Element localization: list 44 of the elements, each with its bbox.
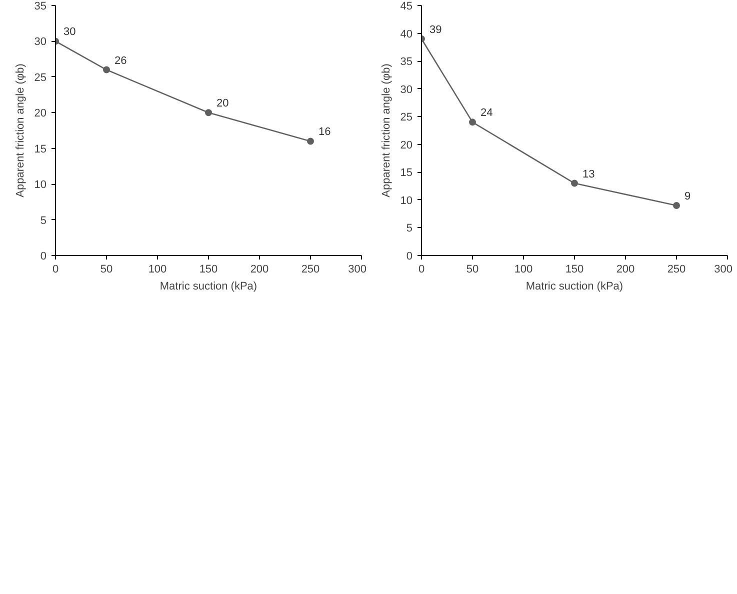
data-label: 13 xyxy=(582,168,595,180)
y-tick-label: 35 xyxy=(34,0,47,12)
x-tick-label: 150 xyxy=(565,264,584,276)
y-tick-label: 20 xyxy=(400,139,413,152)
x-tick-label: 250 xyxy=(301,264,320,276)
x-tick-label: 0 xyxy=(418,264,425,276)
data-label: 20 xyxy=(216,98,229,110)
y-axis-title: Apparent friction angle (φb) xyxy=(380,64,392,198)
data-label: 30 xyxy=(64,26,76,38)
y-tick-label: 5 xyxy=(40,214,47,227)
y-tick-label: 5 xyxy=(406,222,413,235)
y-tick-label: 40 xyxy=(400,28,413,40)
x-tick-label: 50 xyxy=(466,264,479,276)
x-axis-title: Matric suction (kPa) xyxy=(526,280,624,292)
data-label: 16 xyxy=(318,126,331,138)
y-tick-label: 15 xyxy=(400,167,413,180)
y-tick-label: 25 xyxy=(34,72,47,84)
data-label: 26 xyxy=(114,54,127,67)
x-tick-label: 100 xyxy=(148,264,167,276)
y-tick-label: 35 xyxy=(400,56,413,68)
x-axis-title: Matric suction (kPa) xyxy=(160,280,258,292)
y-tick-label: 15 xyxy=(34,143,47,156)
x-tick-label: 250 xyxy=(667,264,686,276)
x-tick-label: 0 xyxy=(52,264,59,276)
data-label: 24 xyxy=(480,107,493,120)
x-tick-label: 100 xyxy=(514,264,533,276)
data-label: 9 xyxy=(684,190,691,202)
y-tick-label: 30 xyxy=(34,36,47,48)
data-label: 39 xyxy=(430,24,442,36)
y-tick-label: 45 xyxy=(400,0,413,12)
y-tick-label: 20 xyxy=(34,108,47,120)
x-tick-label: 300 xyxy=(714,264,733,276)
y-tick-label: 10 xyxy=(34,179,47,192)
x-tick-label: 200 xyxy=(616,264,635,276)
y-tick-label: 0 xyxy=(40,250,47,262)
y-tick-label: 30 xyxy=(400,84,413,96)
y-tick-label: 25 xyxy=(400,112,413,124)
x-tick-label: 300 xyxy=(348,264,367,276)
y-tick-label: 10 xyxy=(400,194,413,207)
x-tick-label: 50 xyxy=(100,264,113,276)
x-tick-label: 200 xyxy=(250,264,269,276)
y-axis-title: Apparent friction angle (φb) xyxy=(14,64,26,198)
y-tick-label: 0 xyxy=(406,250,413,262)
x-tick-label: 150 xyxy=(199,264,218,276)
